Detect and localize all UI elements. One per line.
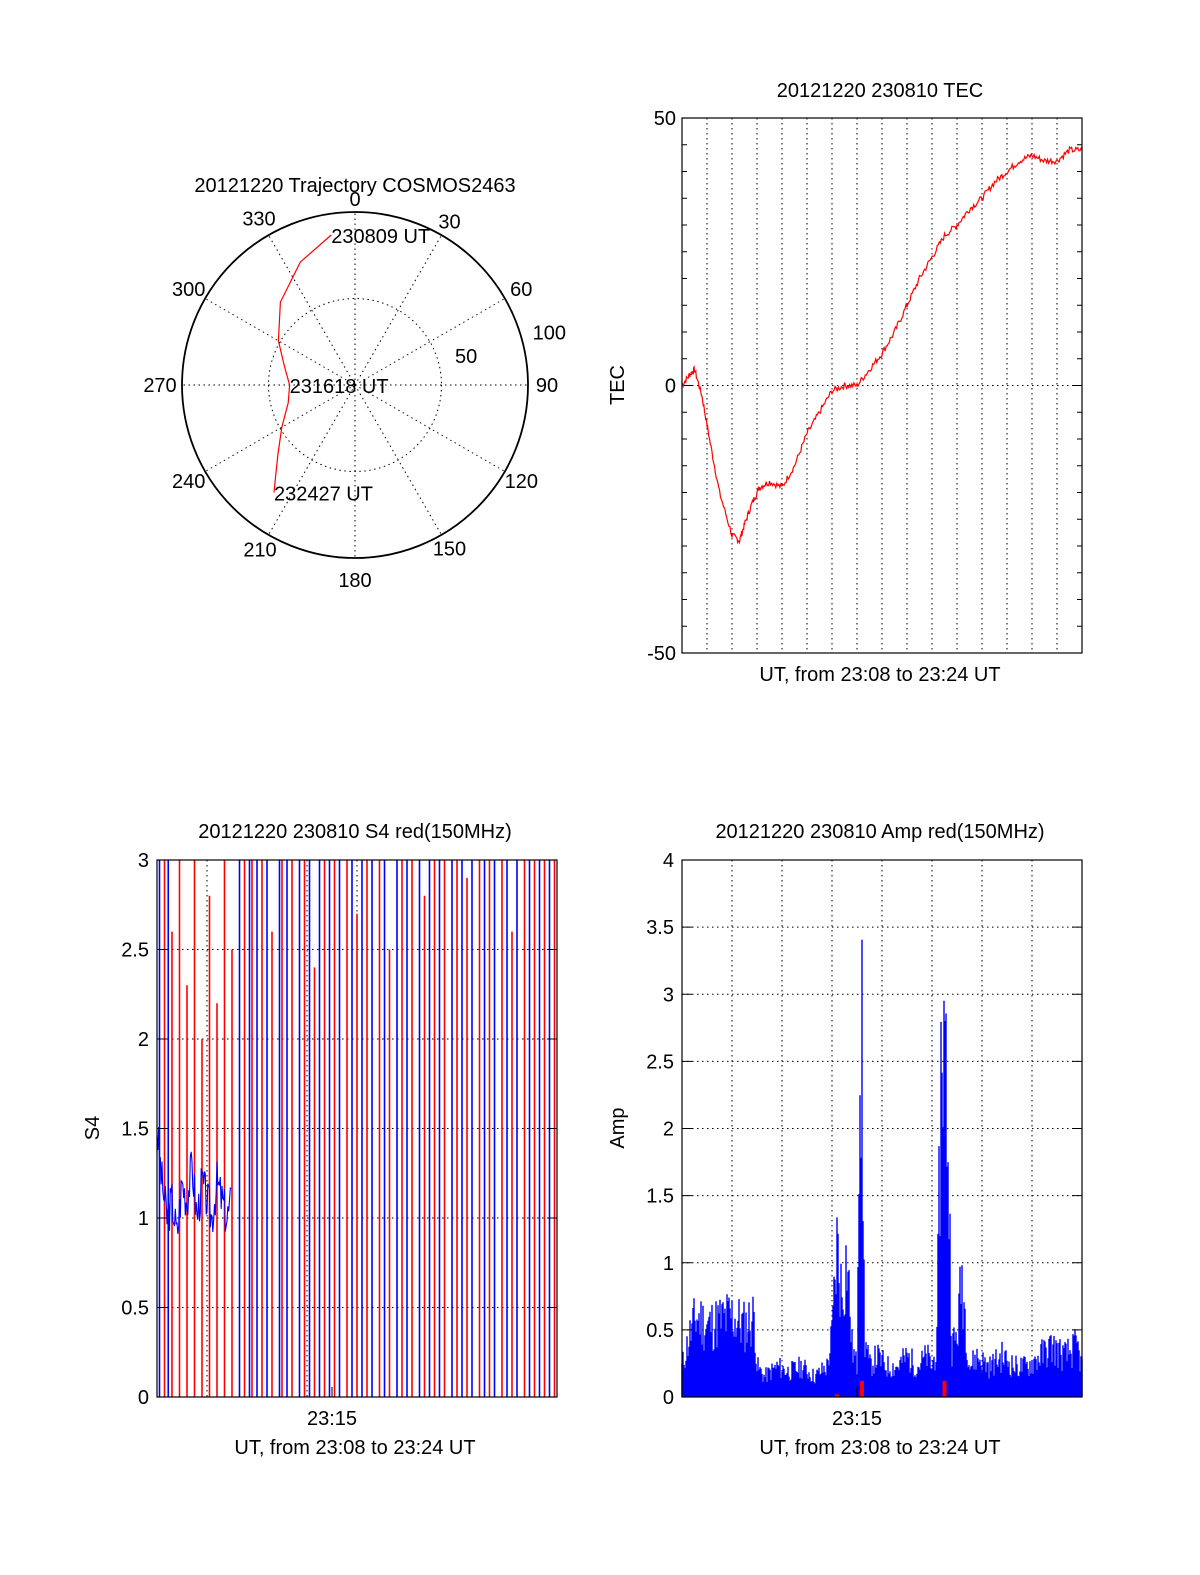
amp-ticks: 0 0.5 1 1.5 2 2.5 3 3.5 4 23:15 xyxy=(646,850,1082,1430)
amp-ytick-label: 1.5 xyxy=(646,1186,674,1208)
polar-grid xyxy=(181,211,529,559)
amp-title: 20121220 230810 Amp red(150MHz) xyxy=(715,821,1044,843)
polar-time-annotation: 230809 UT xyxy=(331,226,430,248)
amp-red-marker xyxy=(860,1380,864,1397)
polar-trajectory-path xyxy=(273,234,332,493)
s4-title: 20121220 230810 S4 red(150MHz) xyxy=(198,821,512,843)
s4-ytick-label: 1 xyxy=(138,1208,149,1230)
s4-ytick-label: 0 xyxy=(138,1387,149,1409)
tec-line xyxy=(681,145,1083,545)
polar-spoke xyxy=(354,298,506,386)
s4-series xyxy=(156,860,556,1397)
tec-xlabel: UT, from 23:08 to 23:24 UT xyxy=(759,664,1000,686)
polar-annotations: 230809 UT 231618 UT 232427 UT xyxy=(274,226,430,505)
amp-frame xyxy=(681,859,1083,1398)
polar-angle-label: 240 xyxy=(172,471,205,493)
polar-spoke xyxy=(204,384,356,472)
polar-angle-label: 120 xyxy=(505,471,538,493)
polar-outer-circle xyxy=(181,211,529,559)
tec-frame xyxy=(681,117,1083,654)
amp-ylabel: Amp xyxy=(607,1107,629,1148)
polar-time-annotation: 231618 UT xyxy=(290,376,389,398)
tec-series xyxy=(681,145,1083,545)
amp-ytick-label: 2.5 xyxy=(646,1051,674,1073)
amp-red-marker xyxy=(835,1394,839,1397)
polar-angle-label: 300 xyxy=(172,279,205,301)
polar-radius-labels: 50 100 xyxy=(455,322,566,368)
amp-ytick-label: 3 xyxy=(663,984,674,1006)
amp-ytick-label: 1 xyxy=(663,1253,674,1275)
s4-plot: 20121220 230810 S4 red(150MHz) 0 0.5 1 1.5 2… xyxy=(82,821,558,1459)
polar-radius-label: 100 xyxy=(533,322,566,344)
amp-series xyxy=(681,939,1083,1397)
amp-ytick-label: 0 xyxy=(663,1387,674,1409)
s4-blue-line xyxy=(156,1126,232,1234)
amp-xlabel: UT, from 23:08 to 23:24 UT xyxy=(759,1437,1000,1459)
polar-spoke xyxy=(268,234,356,386)
amp-plot: 20121220 230810 Amp red(150MHz) 0 0.5 1 1.5… xyxy=(607,821,1083,1459)
polar-angle-label: 30 xyxy=(438,211,460,233)
s4-ylabel: S4 xyxy=(82,1116,104,1140)
polar-spoke xyxy=(204,298,356,386)
tec-grid xyxy=(682,118,1082,653)
s4-xtick-label: 23:15 xyxy=(307,1408,357,1430)
s4-ytick-label: 3 xyxy=(138,850,149,872)
polar-trajectory-plot: 20121220 Trajectory COSMOS2463 0 30 60 90 12… xyxy=(143,175,566,592)
tec-ytick-label: 0 xyxy=(665,376,676,398)
s4-ytick-label: 0.5 xyxy=(121,1298,149,1320)
s4-ytick-label: 2.5 xyxy=(121,940,149,962)
amp-ytick-label: 0.5 xyxy=(646,1320,674,1342)
polar-spoke xyxy=(354,384,442,536)
s4-ytick-label: 1.5 xyxy=(121,1119,149,1141)
amp-ytick-label: 2 xyxy=(663,1119,674,1141)
tec-plot: 20121220 230810 TEC -50 0 50 TEC UT, from … xyxy=(607,80,1083,686)
polar-angle-label: 270 xyxy=(143,375,176,397)
tec-ytick-label: -50 xyxy=(647,643,676,665)
s4-ytick-label: 2 xyxy=(138,1029,149,1051)
polar-angle-label: 180 xyxy=(338,570,371,592)
s4-ticks: 0 0.5 1 1.5 2 2.5 3 23:15 xyxy=(121,850,557,1430)
polar-time-annotation: 232427 UT xyxy=(274,483,373,505)
polar-title: 20121220 Trajectory COSMOS2463 xyxy=(194,175,515,197)
polar-angle-labels: 0 30 60 90 120 150 180 210 240 270 300 330 xyxy=(143,189,558,592)
s4-xlabel: UT, from 23:08 to 23:24 UT xyxy=(234,1437,475,1459)
tec-ytick-label: 50 xyxy=(654,108,676,130)
amp-grid xyxy=(682,860,1082,1397)
polar-radius-label: 50 xyxy=(455,346,477,368)
polar-angle-label: 150 xyxy=(433,539,466,561)
amp-ytick-label: 3.5 xyxy=(646,917,674,939)
amp-ytick-label: 4 xyxy=(663,850,674,872)
polar-angle-label: 330 xyxy=(242,209,275,231)
amp-red-marker xyxy=(942,1380,947,1397)
polar-angle-label: 90 xyxy=(536,375,558,397)
polar-angle-label: 60 xyxy=(510,279,532,301)
amp-xtick-label: 23:15 xyxy=(832,1408,882,1430)
tec-ylabel: TEC xyxy=(607,365,629,405)
polar-trajectory-line xyxy=(273,234,332,493)
polar-spoke xyxy=(354,234,442,386)
polar-spoke xyxy=(354,384,506,472)
polar-angle-label: 0 xyxy=(349,189,360,211)
polar-spoke xyxy=(268,384,356,536)
tec-y-ticks: -50 0 50 xyxy=(647,108,1082,665)
amp-blue-trace xyxy=(681,939,1083,1397)
tec-title: 20121220 230810 TEC xyxy=(777,80,983,102)
s4-frame xyxy=(156,859,558,1398)
polar-angle-label: 210 xyxy=(243,540,276,562)
